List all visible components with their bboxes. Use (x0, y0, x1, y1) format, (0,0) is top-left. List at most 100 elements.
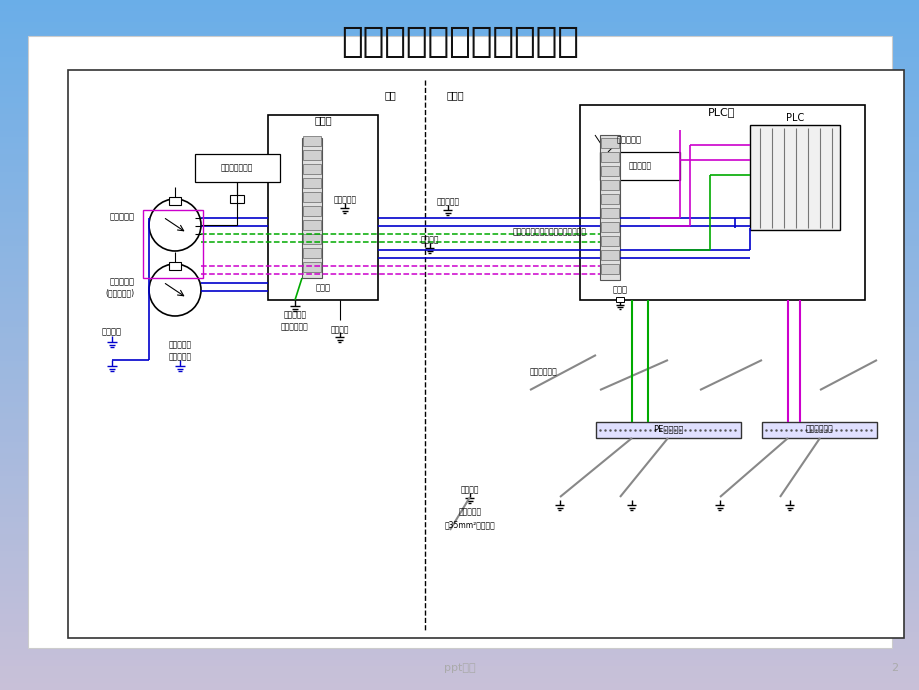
Bar (267, 115, 378, 300)
Text: PLC: PLC (785, 113, 803, 123)
Bar (0, 5, 919, 12)
Bar (0, 569, 919, 575)
Bar (302, 164, 321, 174)
Bar (302, 220, 321, 230)
Text: 防浪涌模块: 防浪涌模块 (617, 135, 641, 144)
Bar (0, 241, 919, 247)
Bar (0, 22, 919, 29)
Bar (0, 10, 919, 17)
Bar (0, 643, 919, 650)
Bar (0, 103, 919, 109)
Bar (301, 138, 322, 278)
Bar (0, 338, 919, 345)
Bar (600, 166, 618, 176)
Bar (0, 327, 919, 333)
Bar (0, 97, 919, 104)
Bar (0, 246, 919, 253)
Bar (0, 471, 919, 477)
Text: 防浪涌模块: 防浪涌模块 (628, 161, 651, 170)
Bar (0, 195, 919, 201)
Bar (302, 178, 321, 188)
Bar (195, 154, 279, 182)
Bar (0, 321, 919, 328)
Bar (616, 297, 623, 302)
Text: (内置防浪涌): (内置防浪涌) (106, 288, 135, 297)
Bar (0, 574, 919, 581)
Bar (0, 482, 919, 489)
Bar (0, 206, 919, 213)
Bar (0, 183, 919, 190)
Bar (749, 125, 839, 230)
Text: 外壳接地: 外壳接地 (331, 326, 349, 335)
Bar (0, 626, 919, 633)
Bar (0, 442, 919, 448)
Bar (600, 222, 618, 232)
Bar (0, 275, 919, 282)
Bar (600, 208, 618, 218)
Bar (142, 210, 203, 278)
Bar (0, 638, 919, 644)
Bar (0, 413, 919, 420)
Bar (0, 672, 919, 678)
Bar (0, 500, 919, 506)
Bar (0, 379, 919, 385)
Text: 外壳接地: 外壳接地 (420, 235, 438, 244)
Text: 电缆管接地: 电缆管接地 (168, 353, 191, 362)
Text: 外壳接地: 外壳接地 (460, 486, 479, 495)
Text: 接至接地网: 接至接地网 (458, 508, 481, 517)
Bar (0, 522, 919, 529)
Bar (0, 431, 919, 437)
Bar (599, 135, 619, 280)
Bar (0, 597, 919, 604)
Bar (0, 131, 919, 138)
Bar (0, 155, 919, 161)
Bar (169, 197, 181, 205)
Bar (0, 367, 919, 374)
Bar (0, 57, 919, 63)
Bar (0, 459, 919, 466)
Bar (0, 39, 919, 46)
Text: 防爆栅: 防爆栅 (314, 115, 332, 125)
Text: ppt课件: ppt课件 (444, 663, 475, 673)
Bar (0, 436, 919, 443)
Bar (0, 217, 919, 224)
Bar (0, 0, 919, 6)
Bar (0, 384, 919, 391)
Bar (0, 666, 919, 673)
Bar (0, 586, 919, 592)
Bar (0, 68, 919, 75)
Bar (600, 152, 618, 162)
Bar (0, 448, 919, 454)
Bar (0, 390, 919, 397)
Bar (0, 298, 919, 305)
Bar (0, 511, 919, 518)
Bar (0, 160, 919, 167)
Bar (302, 206, 321, 216)
Bar (596, 422, 740, 438)
Bar (599, 152, 679, 180)
Bar (0, 304, 919, 310)
Bar (0, 620, 919, 627)
Bar (0, 293, 919, 299)
Bar (0, 91, 919, 98)
Bar (0, 281, 919, 288)
Bar (0, 350, 919, 357)
Bar (0, 407, 919, 414)
Bar (600, 180, 618, 190)
Bar (0, 74, 919, 81)
Bar (0, 344, 919, 351)
Text: 外壳接地: 外壳接地 (102, 328, 122, 337)
Bar (0, 545, 919, 552)
Bar (68, 70, 903, 638)
Bar (600, 250, 618, 260)
Bar (0, 355, 919, 362)
Bar (0, 172, 919, 178)
Bar (0, 540, 919, 546)
Bar (0, 631, 919, 638)
Bar (0, 34, 919, 40)
Bar (0, 120, 919, 126)
Bar (0, 269, 919, 276)
Text: 2: 2 (891, 663, 898, 673)
Text: 屏蔽层悬空: 屏蔽层悬空 (168, 340, 191, 350)
Bar (0, 591, 919, 598)
